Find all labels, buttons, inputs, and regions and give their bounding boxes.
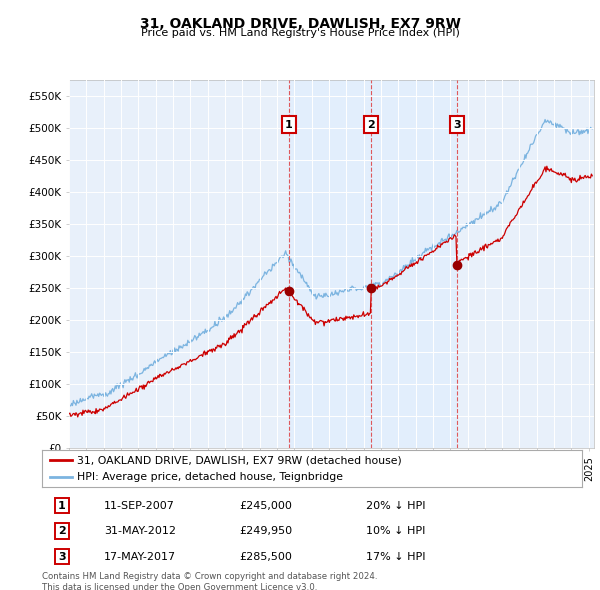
Text: 31, OAKLAND DRIVE, DAWLISH, EX7 9RW (detached house): 31, OAKLAND DRIVE, DAWLISH, EX7 9RW (det… xyxy=(77,455,402,465)
Text: £249,950: £249,950 xyxy=(239,526,292,536)
Text: 1: 1 xyxy=(285,120,293,130)
Text: 10% ↓ HPI: 10% ↓ HPI xyxy=(366,526,425,536)
Text: Price paid vs. HM Land Registry's House Price Index (HPI): Price paid vs. HM Land Registry's House … xyxy=(140,28,460,38)
Bar xyxy=(289,80,457,448)
Text: 17-MAY-2017: 17-MAY-2017 xyxy=(104,552,176,562)
Text: £245,000: £245,000 xyxy=(239,501,292,510)
Text: 20% ↓ HPI: 20% ↓ HPI xyxy=(366,501,425,510)
Text: 11-SEP-2007: 11-SEP-2007 xyxy=(104,501,175,510)
Text: 2: 2 xyxy=(58,526,66,536)
Text: HPI: Average price, detached house, Teignbridge: HPI: Average price, detached house, Teig… xyxy=(77,472,343,482)
Text: 1: 1 xyxy=(58,501,66,510)
Text: Contains HM Land Registry data © Crown copyright and database right 2024.
This d: Contains HM Land Registry data © Crown c… xyxy=(42,572,377,590)
Text: 17% ↓ HPI: 17% ↓ HPI xyxy=(366,552,425,562)
Text: 31, OAKLAND DRIVE, DAWLISH, EX7 9RW: 31, OAKLAND DRIVE, DAWLISH, EX7 9RW xyxy=(140,17,460,31)
Text: £285,500: £285,500 xyxy=(239,552,292,562)
Text: 2: 2 xyxy=(367,120,375,130)
Text: 3: 3 xyxy=(453,120,461,130)
Text: 31-MAY-2012: 31-MAY-2012 xyxy=(104,526,176,536)
Text: 3: 3 xyxy=(58,552,66,562)
